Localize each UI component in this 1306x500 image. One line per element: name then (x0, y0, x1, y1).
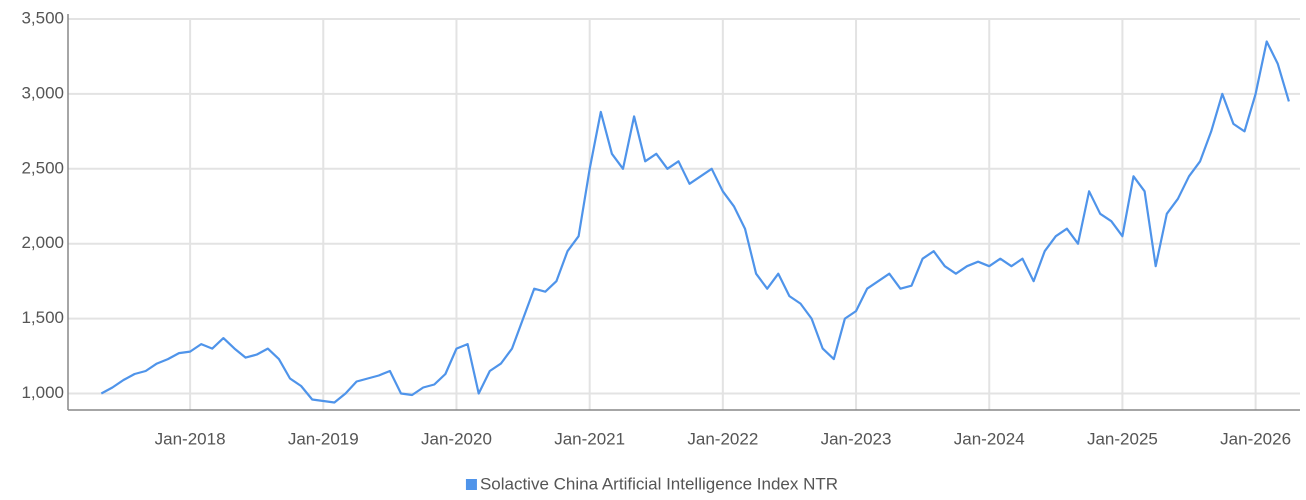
x-tick-label: Jan-2025 (1087, 429, 1158, 448)
x-tick-label: Jan-2026 (1220, 429, 1291, 448)
legend-label: Solactive China Artificial Intelligence … (480, 474, 838, 493)
x-tick-label: Jan-2023 (821, 429, 892, 448)
y-tick-label: 3,000 (21, 83, 64, 102)
y-tick-label: 1,500 (21, 308, 64, 327)
x-tick-label: Jan-2022 (687, 429, 758, 448)
x-tick-label: Jan-2018 (155, 429, 226, 448)
y-tick-label: 3,500 (21, 8, 64, 27)
x-tick-label: Jan-2024 (954, 429, 1025, 448)
legend-swatch (465, 479, 477, 490)
x-tick-label: Jan-2021 (554, 429, 625, 448)
x-tick-label: Jan-2019 (288, 429, 359, 448)
y-tick-label: 2,000 (21, 233, 64, 252)
y-tick-label: 1,000 (21, 383, 64, 402)
line-series (100, 40, 1290, 404)
y-tick-label: 2,500 (21, 158, 64, 177)
x-tick-label: Jan-2020 (421, 429, 492, 448)
